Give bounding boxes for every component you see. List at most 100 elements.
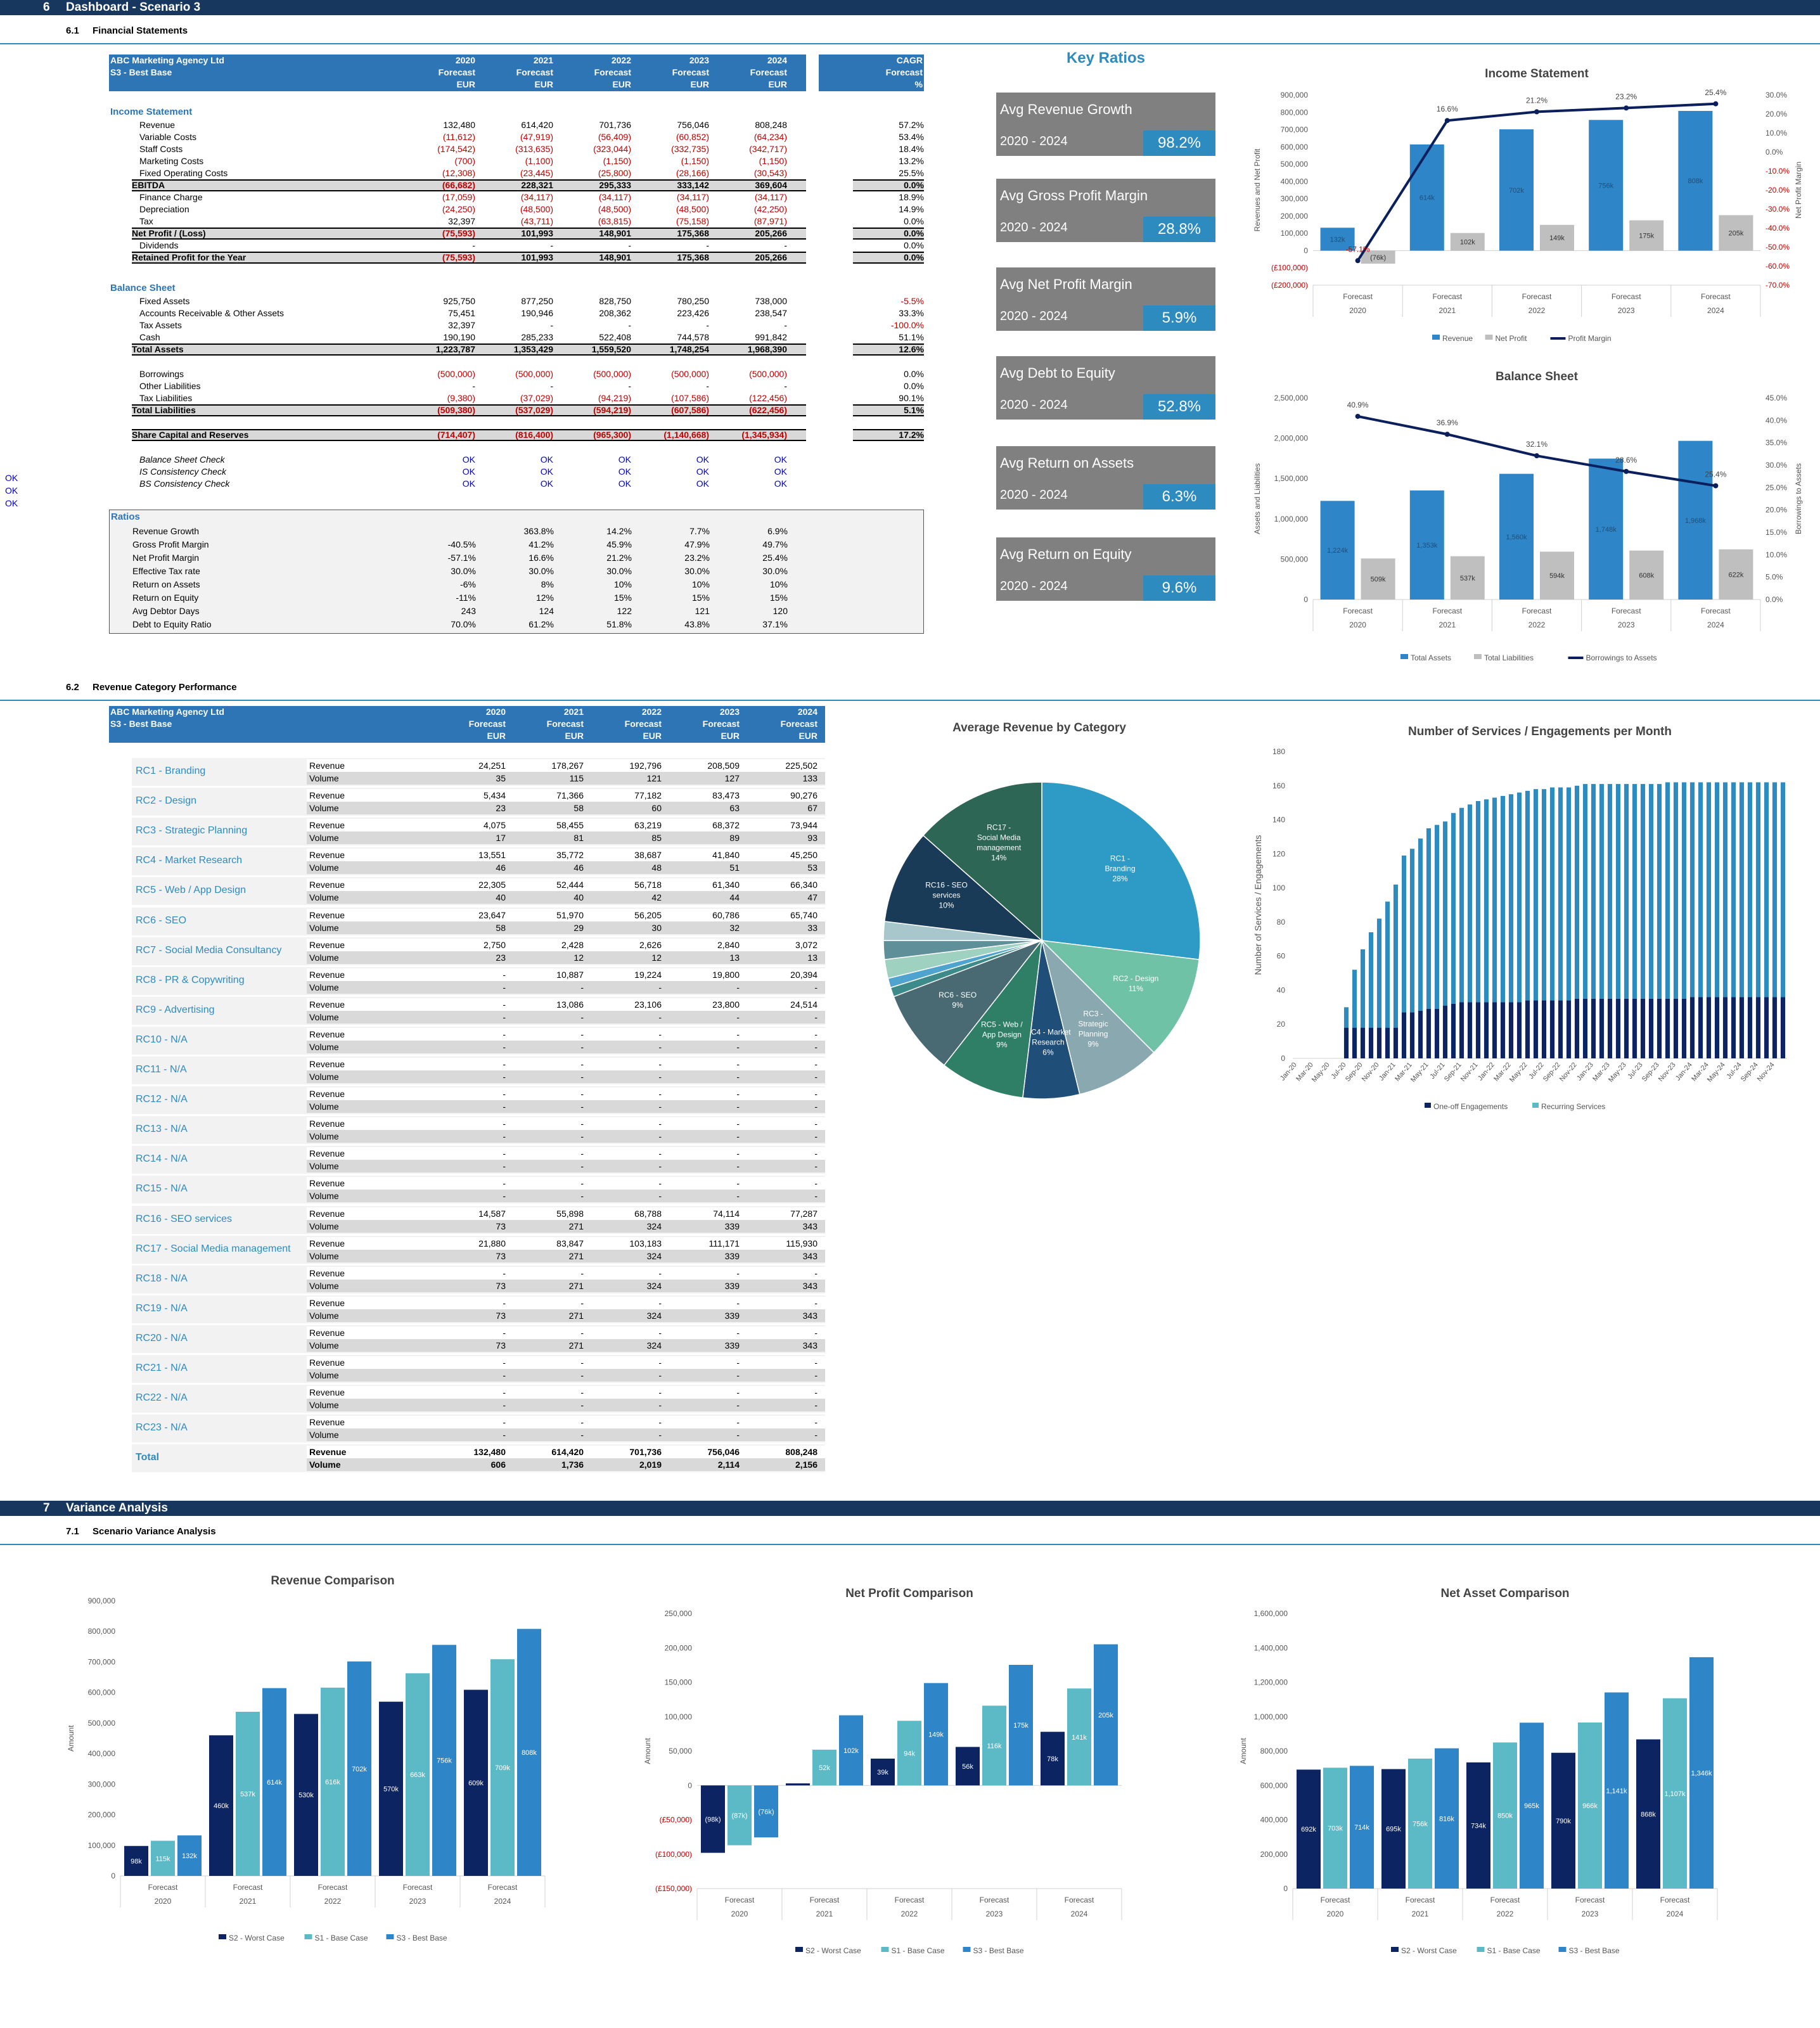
bar-data-label: 614k [1419,195,1435,202]
revenue-value: 10,887 [556,969,584,980]
volume-label: Volume [309,863,339,873]
volume-subrow: Volume 606 1,736 2,019 2,114 2,156 [307,1458,825,1472]
revenue-value: - [580,1148,584,1159]
income-statement-row: Finance Charge (17,059) (34,117) (34,117) (3… [132,191,924,203]
volume-value: 48 [651,863,662,873]
revenue-value: - [658,1178,662,1189]
pie-slice [883,835,1044,942]
revenue-label: Revenue [309,1387,345,1398]
ratio-value: 49.7% [762,539,788,549]
bar [1360,949,1366,1028]
y-tick-label: 200,000 [88,1811,116,1819]
ratio-row: Debt to Equity Ratio 70.0% 61.2% 51.8% 43.8%… [132,619,830,631]
bar [1323,1768,1347,1889]
cell-value: OK [774,478,787,489]
revenue-value: - [814,1297,817,1308]
y-tick-label: (£100,000) [655,1850,692,1859]
cell-value: (965,300) [593,430,631,440]
cell-value: (42,250) [753,204,787,214]
legend-label: S3 - Best Base [1569,1946,1620,1955]
legend-swatch [1391,1947,1399,1952]
category-name: RC18 - N/A [136,1273,188,1284]
revenue-value: 2,840 [717,939,740,950]
bar [1551,1752,1575,1889]
bar-data-label: 1,107k [1664,1790,1686,1798]
row-label: IS Consistency Check [139,466,226,477]
cell-value: (75,593) [442,228,475,238]
revenue-value: - [503,1268,506,1278]
row-label: Dividends [139,240,179,250]
cagr-value: 51.1% [899,332,924,342]
y-tick-label: 0 [111,1871,115,1880]
category-name: RC17 - Social Media management [136,1243,291,1254]
volume-subrow: Volume 35 115 121 127 133 [307,772,825,785]
cell-value: (47,919) [520,132,553,142]
y-axis-label: Amount [1239,1738,1248,1764]
bar [1450,556,1485,600]
volume-value: - [658,1101,662,1112]
ratio-value: 15% [613,593,632,603]
bar [1475,800,1481,1003]
category-row: RC14 - N/A Revenue - - - - - Volume - - - - - [132,1146,825,1174]
income-statement-chart: Income Statement 900,000 800,000 700,000 600… [1253,67,1803,343]
pie-label-line: RC4 - Market [1025,1028,1071,1037]
volume-value: 89 [729,833,740,844]
revenue-value: - [503,1119,506,1129]
bar-data-label: 132k [1330,236,1345,243]
y-tick-label: 0 [1304,595,1308,604]
bar [1520,1723,1544,1889]
y-tick-label: 0 [1281,1054,1285,1063]
revenue-value: - [580,1089,584,1100]
cell-value: (43,711) [520,216,553,226]
volume-value: - [814,1430,817,1441]
cell-value: 925,750 [443,296,475,306]
cell-value: 75,451 [448,308,475,318]
chart-title: Balance Sheet [1496,370,1579,383]
x-tick-label: 2024 [494,1897,511,1906]
x-tick-label: Sep-21 [1443,1061,1463,1083]
year-header: 2023 [719,707,740,717]
revenue-value: 51,970 [556,909,584,920]
y-tick-label: 700,000 [1281,125,1309,134]
bar [1722,997,1728,1058]
cell-value: (48,500) [520,204,553,214]
bar-data-label: 692k [1301,1826,1316,1833]
bar [1591,784,1596,999]
bar [1492,797,1497,1003]
revenue-value: - [580,1417,584,1428]
revenue-value: 13,086 [556,999,584,1010]
cell-value: (23,445) [520,168,553,178]
bar [1589,120,1624,251]
y2-tick-label: 30.0% [1766,461,1787,470]
revenue-value: 756,046 [707,1447,740,1458]
chart-title: Average Revenue by Category [952,721,1126,735]
category-name: RC19 - N/A [136,1302,188,1314]
category-row: RC1 - Branding Revenue 24,251 178,267 192,79… [132,758,825,786]
subsection-header-7-1: 7.1 Scenario Variance Analysis [0,1516,1820,1545]
key-ratio-value: 5.9% [1143,305,1215,331]
y-tick-label: 100,000 [88,1841,116,1850]
company-name: ABC Marketing Agency Ltd [110,55,224,65]
bar-data-label: 149k [1549,234,1565,242]
bar [1615,998,1621,1058]
cagr-value: 33.3% [899,308,924,318]
cell-value: (17,059) [442,192,475,202]
side-ok-flag: OK [5,498,18,508]
x-tick-label: Sep-23 [1641,1061,1661,1083]
legend-swatch [1400,654,1408,659]
bar [1582,998,1588,1058]
y2-tick-label: 10.0% [1766,129,1787,138]
x-tick-label: 2022 [1528,306,1546,315]
y-tick-label: 100,000 [1281,229,1309,238]
balance-sheet-row: Borrowings (500,000) (500,000) (500,000) (50… [132,368,924,380]
average-revenue-by-category-chart: Average Revenue by Category RC1 -Branding… [883,721,1201,1100]
revenue-value: - [503,969,506,980]
volume-value: 324 [646,1310,662,1321]
category-row: RC18 - N/A Revenue - - - - - Volume 73 271 324 339 3… [132,1265,825,1293]
volume-subrow: Volume - - - - - [307,1160,825,1173]
row-label: Balance Sheet Check [139,454,225,465]
category-name: RC7 - Social Media Consultancy [136,944,282,956]
cell-value: (34,117) [676,192,709,202]
key-ratio-range: 2020 - 2024 [1000,579,1068,593]
revenue-label: Revenue [309,880,345,890]
